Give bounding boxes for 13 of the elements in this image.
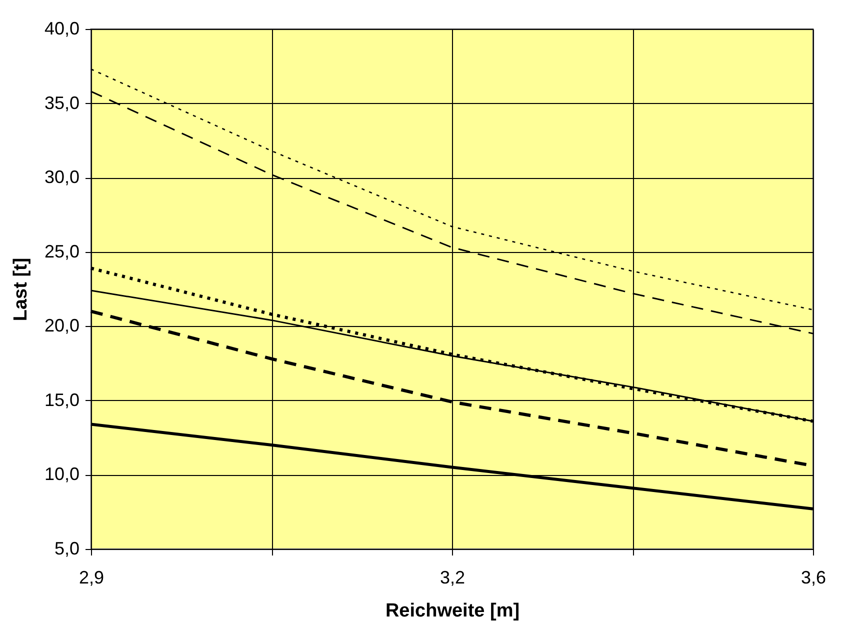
y-tick-label: 10,0 [44, 464, 80, 484]
y-tick-label: 5,0 [54, 538, 80, 558]
y-tick-label: 30,0 [44, 167, 80, 188]
y-tick-label: 20,0 [44, 316, 80, 336]
x-tick-label: 3,6 [800, 568, 826, 588]
y-tick-label: 15,0 [44, 390, 80, 410]
y-tick-label: 40,0 [44, 18, 80, 38]
y-tick-label: 25,0 [44, 241, 80, 262]
y-axis-title: Last [t] [10, 258, 32, 322]
x-tick-label: 2,9 [78, 568, 104, 588]
x-axis-title: Reichweite [m] [385, 600, 520, 622]
x-tick-label: 3,2 [440, 568, 466, 588]
y-tick-label: 35,0 [44, 92, 80, 113]
